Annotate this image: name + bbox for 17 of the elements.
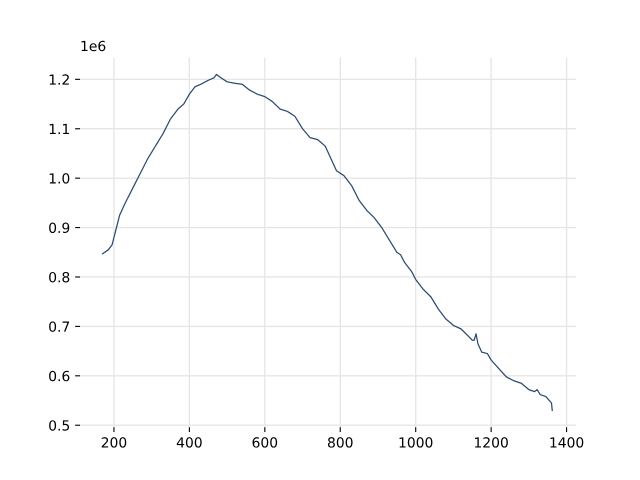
x-tick-label: 1200 [474, 437, 508, 448]
x-tick-label: 1400 [550, 437, 584, 448]
line-series [102, 74, 553, 412]
x-tick-label: 200 [102, 437, 126, 448]
y-tick-label: 0.8 [49, 272, 70, 282]
x-tick-label: 400 [176, 437, 202, 448]
text: 1e6 [82, 40, 106, 52]
y-tick-label: 1.0 [50, 173, 70, 184]
y-tick-label: 1.1 [50, 124, 69, 134]
x-tick-label: 600 [252, 437, 278, 448]
x-tick-label: 1000 [400, 437, 432, 448]
y-tick-label: 0.7 [49, 321, 70, 332]
y-tick-label: 0.6 [49, 370, 70, 382]
y-tick-label: 1.2 [50, 74, 69, 85]
y-tick-label: 0.9 [49, 222, 70, 234]
y-tick-label: 0.5 [49, 420, 70, 431]
x-tick-label: 800 [328, 437, 353, 448]
